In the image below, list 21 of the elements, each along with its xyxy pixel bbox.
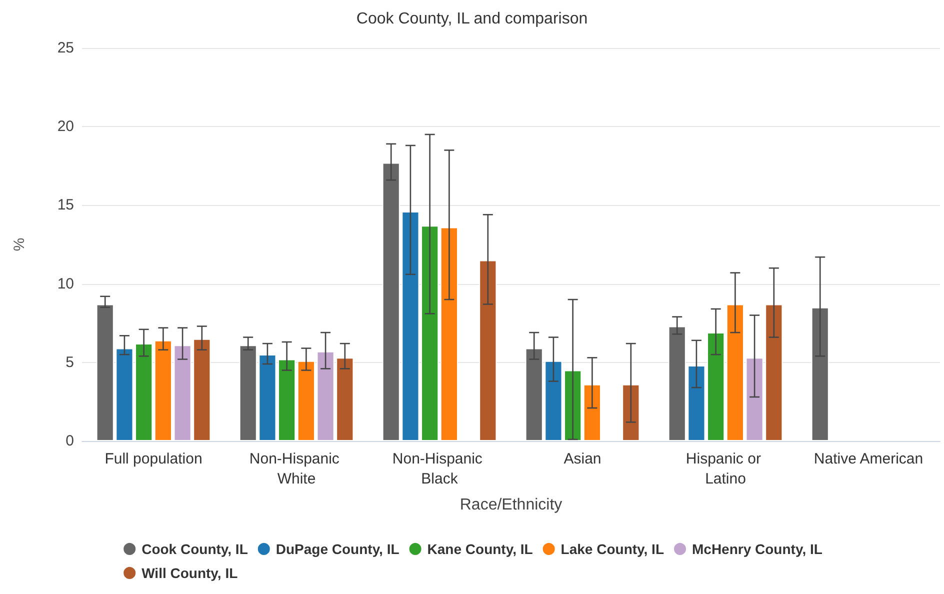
x-tick-label: Native American: [814, 450, 924, 468]
y-axis-title: %: [11, 238, 28, 252]
y-tick-label: 20: [57, 118, 74, 136]
x-tick-label: Hispanic or Latino: [686, 450, 766, 488]
y-tick-label: 0: [66, 432, 74, 450]
legend-label: Will County, IL: [142, 565, 238, 581]
x-tick-label: Non-Hispanic Black: [392, 450, 487, 488]
x-tick-label: Non-Hispanic White: [249, 450, 344, 488]
legend-label: Cook County, IL: [142, 541, 248, 557]
x-tick-label: Full population: [104, 450, 202, 468]
y-tick-label: 25: [57, 40, 74, 56]
x-tick-label: Asian: [564, 450, 602, 468]
legend-label: DuPage County, IL: [276, 541, 400, 557]
legend-label: Kane County, IL: [427, 541, 534, 557]
legend-label: Lake County, IL: [560, 541, 664, 557]
x-axis-title: Race/Ethnicity: [460, 496, 562, 514]
y-tick-label: 10: [57, 275, 74, 292]
y-tick-label: 15: [57, 196, 74, 214]
chart-title: Cook County, IL and comparison: [356, 10, 588, 28]
legend-label: McHenry County, IL: [692, 541, 823, 557]
y-tick-label: 5: [66, 354, 74, 371]
